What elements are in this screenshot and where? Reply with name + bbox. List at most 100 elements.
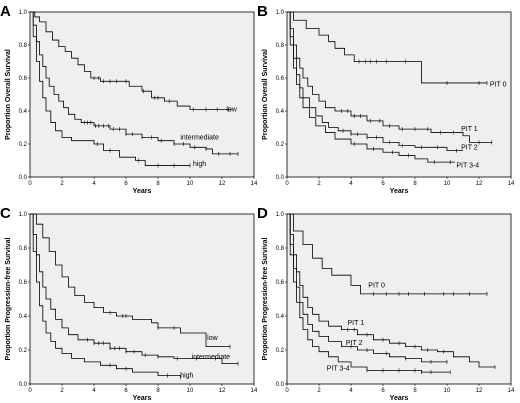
survival-curve — [30, 11, 232, 110]
km-series-pit-0: PIT 0 — [287, 11, 507, 89]
y-tick-label: 0.0 — [19, 175, 28, 181]
y-tick-label: 0.8 — [19, 43, 28, 49]
km-series-pit-2: PIT 2 — [287, 11, 478, 153]
km-series-high: high — [30, 213, 194, 380]
km-series-pit-3-4: PIT 3-4 — [287, 213, 451, 375]
x-tick-label: 10 — [444, 388, 451, 394]
x-tick-label: 2 — [317, 388, 321, 394]
y-tick-label: 0.2 — [276, 142, 285, 148]
survival-curve — [287, 213, 487, 295]
x-tick-label: 6 — [124, 181, 128, 187]
y-axis-label: Proportion Progression-free Survival — [262, 237, 269, 360]
y-tick-label: 0.4 — [19, 109, 28, 115]
km-series-pit-1: PIT 1 — [287, 11, 493, 145]
x-tick-label: 10 — [187, 181, 194, 187]
survival-curve — [287, 11, 487, 84]
x-tick-label: 8 — [413, 388, 417, 394]
km-series-intermediate: intermediate — [30, 11, 239, 156]
x-tick-label: 2 — [60, 181, 64, 187]
x-tick-label: 2 — [317, 181, 321, 187]
y-tick-label: 0.4 — [276, 314, 285, 320]
survival-curve — [30, 213, 230, 347]
x-tick-label: 2 — [60, 388, 64, 394]
series-label: intermediate — [192, 354, 231, 361]
survival-curve — [287, 213, 495, 368]
survival-curve — [30, 213, 181, 378]
series-label: PIT 1 — [461, 126, 478, 133]
plot-area — [29, 11, 255, 178]
y-tick-label: 1.0 — [276, 212, 285, 218]
plot-area — [286, 213, 512, 385]
x-tick-label: 0 — [285, 388, 289, 394]
y-tick-label: 0.2 — [276, 348, 285, 354]
x-tick-label: 6 — [124, 388, 128, 394]
x-tick-label: 10 — [187, 388, 194, 394]
y-tick-label: 0.0 — [276, 175, 285, 181]
y-axis-label: Proportion Progression-free Survival — [5, 237, 12, 360]
series-label: PIT 2 — [461, 144, 478, 151]
x-axis-label: Years — [133, 395, 152, 402]
series-label: high — [180, 373, 193, 380]
y-tick-label: 1.0 — [276, 10, 285, 16]
km-series-pit-3-4: PIT 3-4 — [287, 11, 479, 169]
y-tick-label: 0.6 — [19, 76, 28, 82]
x-tick-label: 0 — [285, 181, 289, 187]
km-series-high: high — [30, 11, 206, 168]
series-label: intermediate — [180, 134, 219, 141]
survival-curve — [30, 11, 190, 166]
x-axis-label: Years — [390, 188, 409, 195]
y-tick-label: 0.0 — [19, 382, 28, 388]
series-label: PIT 1 — [347, 320, 364, 327]
series-label: low — [226, 106, 237, 113]
series-label: PIT 3-4 — [327, 366, 350, 373]
y-tick-label: 0.6 — [19, 280, 28, 286]
series-label: low — [207, 335, 218, 342]
x-tick-label: 6 — [381, 181, 385, 187]
survival-curve — [287, 11, 463, 151]
x-tick-label: 14 — [251, 181, 258, 187]
y-tick-label: 0.6 — [276, 280, 285, 286]
km-series-low: low — [30, 11, 238, 113]
y-axis-label: Proportion Overall Survival — [5, 49, 12, 140]
x-tick-label: 8 — [156, 181, 160, 187]
survival-curve — [287, 213, 447, 363]
x-tick-label: 4 — [92, 388, 96, 394]
y-tick-label: 0.2 — [19, 142, 28, 148]
y-tick-label: 0.8 — [276, 43, 285, 49]
km-series-low: low — [30, 213, 231, 349]
y-tick-label: 0.4 — [19, 314, 28, 320]
y-axis-label: Proportion Overall Survival — [262, 49, 269, 140]
y-tick-label: 1.0 — [19, 10, 28, 16]
panel-letter: A — [0, 3, 11, 20]
panel-letter: B — [257, 3, 268, 20]
km-series-pit-0: PIT 0 — [287, 213, 488, 296]
series-label: high — [193, 161, 206, 168]
x-tick-label: 12 — [476, 388, 483, 394]
km-series-intermediate: intermediate — [30, 213, 239, 366]
y-tick-label: 0.6 — [276, 76, 285, 82]
x-tick-label: 14 — [251, 388, 258, 394]
x-tick-label: 6 — [381, 388, 385, 394]
panel-letter: C — [0, 205, 11, 222]
y-tick-label: 0.8 — [19, 246, 28, 252]
x-tick-label: 12 — [219, 388, 226, 394]
x-tick-label: 4 — [349, 181, 353, 187]
km-series-pit-1: PIT 1 — [287, 213, 496, 369]
y-tick-label: 0.2 — [19, 348, 28, 354]
survival-curve — [287, 213, 451, 373]
series-label: PIT 0 — [490, 82, 507, 89]
x-tick-label: 12 — [219, 181, 226, 187]
chart-panel-d: D 0.0 0.2 0.4 0.6 0.8 1.0 0 2 4 6 8 10 12 14 Years Propo… — [257, 205, 515, 402]
plot-area — [29, 213, 255, 385]
x-tick-label: 12 — [476, 181, 483, 187]
x-tick-label: 0 — [28, 181, 32, 187]
x-tick-label: 8 — [413, 181, 417, 187]
y-tick-label: 0.8 — [276, 246, 285, 252]
x-tick-label: 10 — [444, 181, 451, 187]
y-tick-label: 0.0 — [276, 382, 285, 388]
y-tick-label: 1.0 — [19, 212, 28, 218]
x-tick-label: 14 — [508, 388, 515, 394]
chart-panel-a: A 0.0 0.2 0.4 0.6 0.8 1.0 0 2 4 6 8 10 12 14 Years Propo… — [0, 3, 258, 195]
km-series-pit-2: PIT 2 — [287, 213, 448, 364]
